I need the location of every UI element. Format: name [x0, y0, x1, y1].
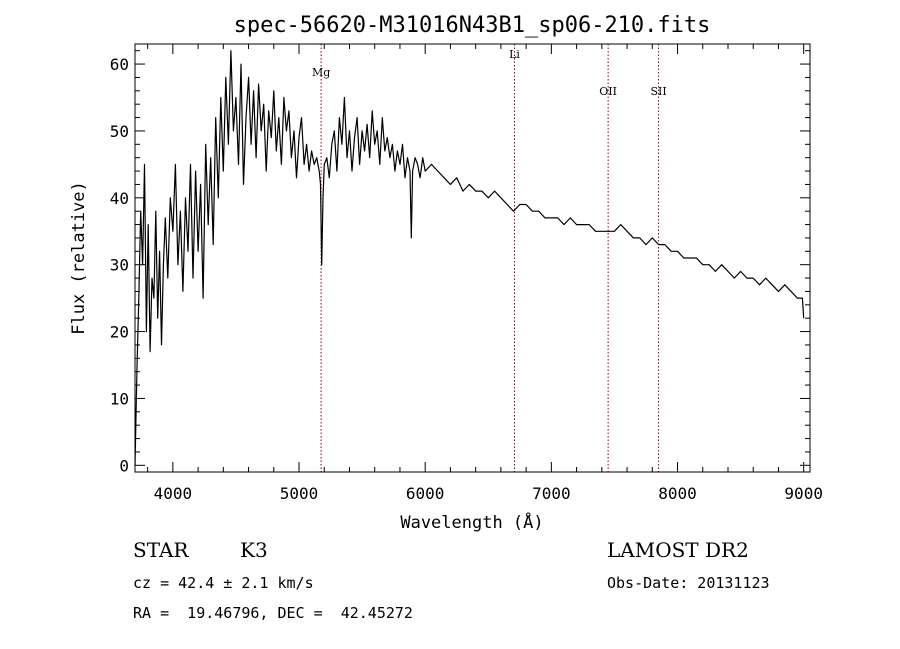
x-tick-label: 7000: [532, 484, 571, 503]
y-tick-label: 20: [110, 323, 129, 342]
plot-frame: [134, 43, 811, 473]
y-tick-label: 60: [110, 55, 129, 74]
plot-area: Mg Li OII SII: [134, 44, 805, 472]
y-tick-label: 0: [119, 456, 129, 475]
redshift-text: cz = 42.4 ± 2.1 km/s: [133, 574, 314, 592]
spectrum-line: [134, 50, 805, 466]
y-tick-label: 40: [110, 189, 129, 208]
y-axis-label: Flux (relative): [69, 181, 89, 335]
marker-label-sii: SII: [650, 85, 666, 98]
obs-date: Obs-Date: 20131123: [607, 574, 770, 592]
axis-ticks: 4000 5000 6000 7000 8000 9000 0 10 20 30 40 50 60: [110, 44, 823, 503]
y-tick-label: 10: [110, 389, 129, 408]
chart-title: spec-56620-M31016N43B1_sp06-210.fits: [234, 13, 711, 38]
y-tick-label: 30: [110, 256, 129, 275]
object-subclass: K3: [240, 538, 268, 562]
survey-name: LAMOST DR2: [607, 538, 749, 562]
marker-label-mg: Mg: [312, 66, 330, 79]
x-tick-label: 9000: [784, 484, 823, 503]
object-class: STAR: [133, 538, 189, 562]
coordinates-text: RA = 19.46796, DEC = 42.45272: [133, 604, 413, 622]
x-axis-label: Wavelength (Å): [400, 511, 543, 533]
marker-label-li: Li: [509, 48, 520, 61]
marker-label-oii: OII: [599, 85, 617, 98]
x-tick-label: 8000: [658, 484, 697, 503]
x-tick-label: 4000: [154, 484, 193, 503]
y-tick-label: 50: [110, 122, 129, 141]
x-tick-label: 5000: [280, 484, 319, 503]
x-tick-label: 6000: [406, 484, 445, 503]
